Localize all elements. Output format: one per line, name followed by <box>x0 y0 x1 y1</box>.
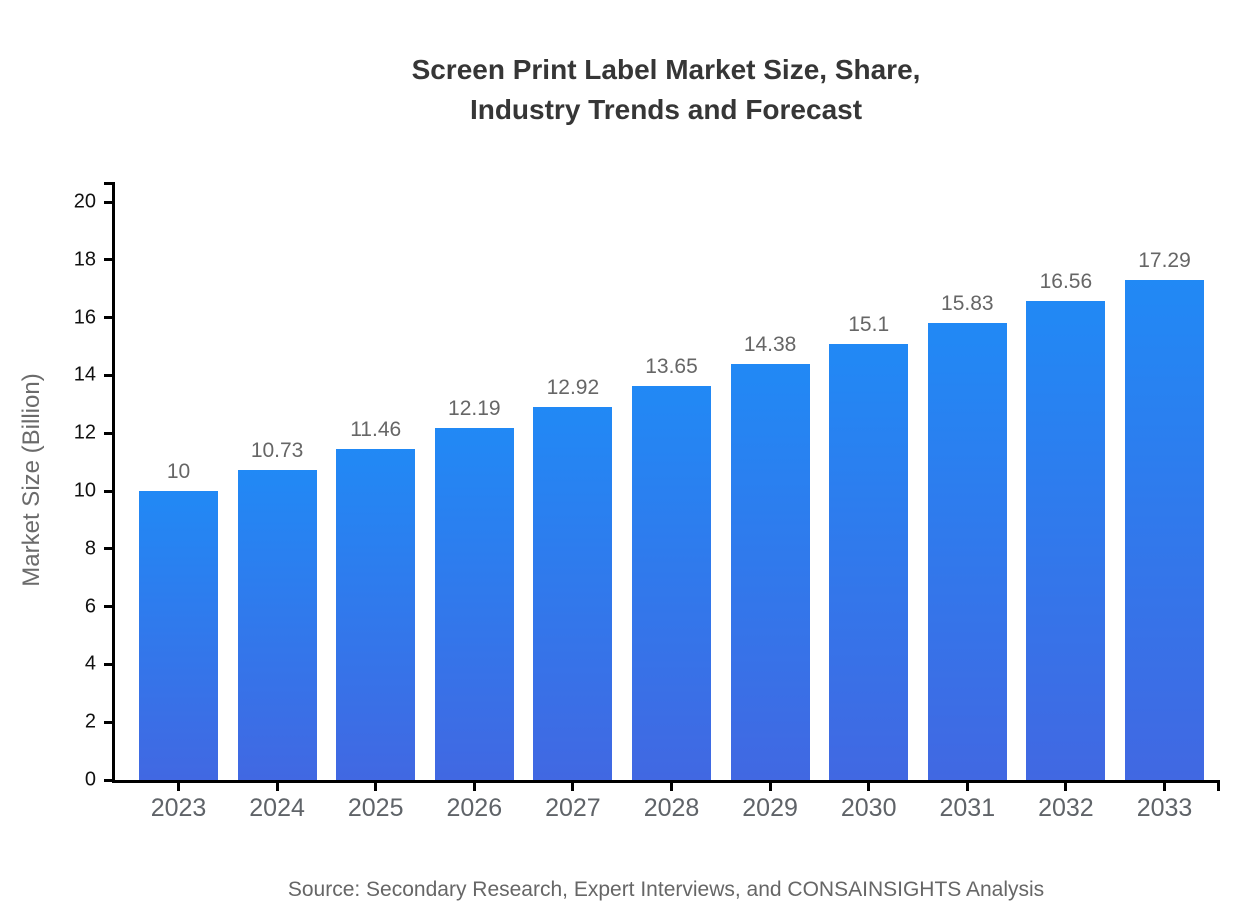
x-axis-category-label: 2024 <box>249 794 305 822</box>
y-axis-tick <box>104 662 112 666</box>
bar-value-label: 13.65 <box>645 354 698 378</box>
x-axis-tick <box>275 780 279 791</box>
x-axis-category-label: 2032 <box>1038 794 1094 822</box>
y-axis-tick-label: 8 <box>84 537 96 560</box>
x-axis-tick <box>177 780 180 791</box>
x-axis-category-label: 2031 <box>939 794 996 822</box>
y-axis-tick-label: 2 <box>84 710 96 733</box>
bar-value-label: 10 <box>166 460 191 483</box>
y-axis-tick-label: 16 <box>73 306 96 329</box>
bar <box>237 469 317 780</box>
y-axis-tick <box>104 200 112 204</box>
x-axis-category-label: 2028 <box>643 794 700 822</box>
y-axis-tick-label: 4 <box>84 652 96 675</box>
y-axis-tick-label: 0 <box>84 768 96 791</box>
x-axis-tick <box>571 780 575 791</box>
bar-value-label: 12.19 <box>448 396 501 420</box>
y-axis-tick-label: 6 <box>84 595 96 618</box>
y-axis-tick <box>104 720 112 724</box>
y-axis-tick-label: 18 <box>73 248 96 271</box>
x-axis-tick <box>374 780 378 791</box>
y-axis-tick-label: 10 <box>73 479 96 502</box>
plot-area: 0 2 4 6 8 10 12 14 16 18 20 10 10.73 11.46 12.19 12.92… <box>74 182 1220 822</box>
x-axis-category-label: 2025 <box>347 794 404 822</box>
x-axis-tick <box>1163 780 1166 791</box>
chart-title-line-2: Industry Trends and Forecast <box>469 94 863 125</box>
x-axis-category-label: 2033 <box>1136 794 1193 822</box>
chart-title-line-1: Screen Print Label Market Size, Share, <box>411 54 921 85</box>
x-axis-tick <box>965 780 969 791</box>
bar-value-label: 14.38 <box>743 333 797 357</box>
bar <box>730 364 810 780</box>
bar <box>1026 301 1106 780</box>
x-axis-tick <box>768 780 772 791</box>
bar <box>829 343 909 780</box>
bar-value-label: 15.83 <box>941 291 994 315</box>
y-axis-tick <box>104 373 112 377</box>
y-axis-tick-label: 14 <box>73 363 96 386</box>
y-axis-tick <box>104 258 112 262</box>
x-axis-end-tick <box>1217 780 1220 791</box>
x-axis-tick <box>1064 780 1068 791</box>
y-axis-tick <box>104 489 112 493</box>
y-axis-tick <box>104 605 112 609</box>
y-axis-tick <box>104 547 112 551</box>
y-axis-tick <box>104 316 112 320</box>
x-axis-tick <box>670 780 673 791</box>
x-axis-category-label: 2026 <box>446 794 503 822</box>
x-axis-line <box>112 780 1220 783</box>
bar-value-label: 11.46 <box>350 417 402 441</box>
y-axis-tick-label: 12 <box>73 421 96 444</box>
bar-value-label: 15.1 <box>848 312 890 336</box>
x-axis-category-label: 2029 <box>742 794 798 822</box>
bar-value-label: 10.73 <box>250 438 304 462</box>
source-note: Source: Secondary Research, Expert Inter… <box>287 878 1045 901</box>
bar-value-label: 16.56 <box>1039 270 1093 294</box>
y-axis-tick <box>104 778 112 782</box>
bar-value-label: 12.92 <box>546 375 600 399</box>
y-axis-line <box>112 182 115 783</box>
chart-title: Screen Print Label Market Size, Share, I… <box>112 50 1220 130</box>
x-axis-tick <box>472 780 476 791</box>
bar <box>434 427 514 780</box>
y-axis-tick <box>104 431 112 435</box>
y-axis-end-tick <box>104 182 112 185</box>
bar <box>533 406 613 780</box>
x-axis-tick <box>867 780 871 791</box>
bar-value-label: 17.29 <box>1138 249 1191 273</box>
bar <box>1125 280 1204 780</box>
x-axis-category-label: 2023 <box>150 794 207 822</box>
x-axis-category-label: 2030 <box>840 794 897 822</box>
bar <box>336 448 416 780</box>
bar <box>632 385 711 780</box>
bar <box>139 491 218 780</box>
bar <box>927 322 1007 780</box>
x-axis-category-label: 2027 <box>545 794 601 822</box>
y-axis-tick-label: 20 <box>73 190 96 213</box>
